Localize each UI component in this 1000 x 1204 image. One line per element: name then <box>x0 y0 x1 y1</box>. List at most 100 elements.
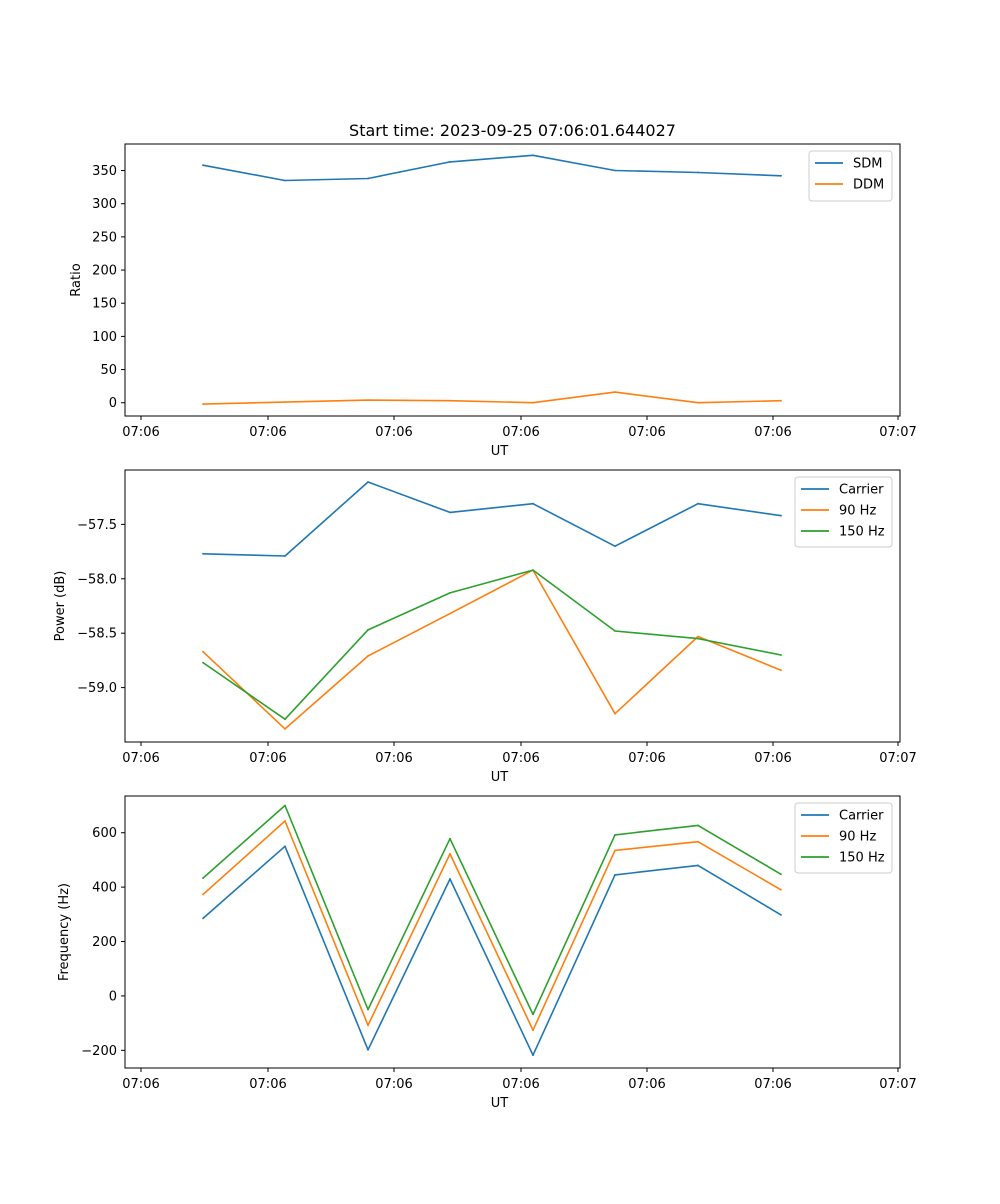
legend-box <box>794 802 893 874</box>
y-tick-label: 200 <box>92 264 117 279</box>
y-tick-label: −200 <box>81 1044 117 1059</box>
x-tick-label: 07:06 <box>754 1077 791 1092</box>
x-tick-label: 07:07 <box>879 751 916 766</box>
x-tick-label: 07:06 <box>122 425 159 440</box>
x-tick-label: 07:06 <box>502 1077 539 1092</box>
y-tick-label: 150 <box>92 297 117 312</box>
x-axis-label: UT <box>491 444 509 459</box>
x-tick-label: 07:06 <box>628 751 665 766</box>
legend-box <box>794 476 893 548</box>
data-point <box>780 174 782 177</box>
x-tick-label: 07:06 <box>502 751 539 766</box>
legend-label: 90 Hz <box>839 830 876 845</box>
axes-frame <box>124 795 901 1069</box>
data-point <box>532 1029 534 1032</box>
data-point <box>780 888 782 891</box>
data-point <box>532 1013 534 1016</box>
data-point <box>697 502 699 505</box>
data-point <box>614 630 616 632</box>
x-tick-label: 07:06 <box>628 425 665 440</box>
legend-label: 150 Hz <box>839 851 885 866</box>
y-tick-label: 350 <box>92 164 117 179</box>
data-point <box>780 399 782 402</box>
y-tick-label: 250 <box>92 230 117 245</box>
legend-label: Carrier <box>839 809 884 824</box>
y-tick-label: 300 <box>92 197 117 212</box>
x-tick-label: 07:06 <box>249 1077 286 1092</box>
data-point <box>532 401 534 404</box>
data-point <box>284 179 286 182</box>
data-point <box>202 650 204 653</box>
series-line-150-hz <box>202 804 782 1016</box>
data-point <box>780 914 782 916</box>
data-point <box>697 824 699 827</box>
x-tick-label: 07:06 <box>122 751 159 766</box>
data-point <box>697 637 699 640</box>
data-point <box>449 837 451 840</box>
data-point <box>614 874 616 876</box>
x-tick-label: 07:06 <box>375 751 412 766</box>
axes-frame <box>124 143 901 417</box>
data-point <box>532 154 534 157</box>
data-point <box>284 401 286 403</box>
x-tick-label: 07:07 <box>879 1077 916 1092</box>
data-point <box>614 169 616 172</box>
data-point <box>697 401 699 404</box>
data-point <box>202 917 204 920</box>
x-tick-label: 07:07 <box>879 425 916 440</box>
data-point <box>284 820 286 822</box>
y-tick-label: −59.0 <box>77 681 117 696</box>
series-line-150-hz <box>202 569 782 721</box>
data-point <box>780 873 782 876</box>
data-point <box>202 877 204 879</box>
data-point <box>780 514 782 517</box>
data-point <box>614 712 616 715</box>
data-point <box>449 161 451 163</box>
data-point <box>697 635 699 638</box>
chart-3: 07:06 07:06 07:06 07:06 07:06 07:06 07:07 −200 0… <box>57 795 917 1111</box>
data-point <box>614 545 616 548</box>
series-line-carrier <box>202 481 782 557</box>
x-tick-label: 07:06 <box>375 425 412 440</box>
data-point <box>780 654 782 656</box>
y-tick-label: 200 <box>92 935 117 950</box>
data-point <box>202 661 204 664</box>
legend-label: 150 Hz <box>839 525 885 540</box>
axes-frame <box>124 469 901 743</box>
data-point <box>284 555 286 557</box>
data-point <box>284 728 286 730</box>
data-point <box>367 629 369 631</box>
data-point <box>449 612 451 615</box>
data-point <box>697 840 699 843</box>
x-tick-label: 07:06 <box>754 751 791 766</box>
series-line-90-hz <box>202 569 782 730</box>
data-point <box>449 511 451 514</box>
x-tick-label: 07:06 <box>122 1077 159 1092</box>
data-point <box>367 481 369 483</box>
y-axis-label: Power (dB) <box>53 571 68 642</box>
data-point <box>202 552 204 555</box>
y-tick-label: 400 <box>92 881 117 896</box>
data-point <box>202 893 204 896</box>
y-axis-label: Frequency (Hz) <box>57 883 72 981</box>
data-point <box>614 391 616 393</box>
series-line-ddm <box>202 391 782 405</box>
x-tick-label: 07:06 <box>249 425 286 440</box>
legend-label: SDM <box>853 157 882 172</box>
data-point <box>614 834 616 836</box>
x-tick-label: 07:06 <box>628 1077 665 1092</box>
data-point <box>780 669 782 672</box>
x-axis-label: UT <box>491 1096 509 1111</box>
data-point <box>367 1008 369 1011</box>
data-point <box>202 403 204 405</box>
data-point <box>614 849 616 852</box>
legend-label: Carrier <box>839 483 884 498</box>
y-tick-label: −58.0 <box>77 572 117 587</box>
data-point <box>449 399 451 402</box>
data-point <box>367 1048 369 1051</box>
data-point <box>697 171 699 174</box>
y-tick-label: 100 <box>92 330 117 345</box>
data-point <box>449 592 451 594</box>
series-line-carrier <box>202 845 782 1056</box>
